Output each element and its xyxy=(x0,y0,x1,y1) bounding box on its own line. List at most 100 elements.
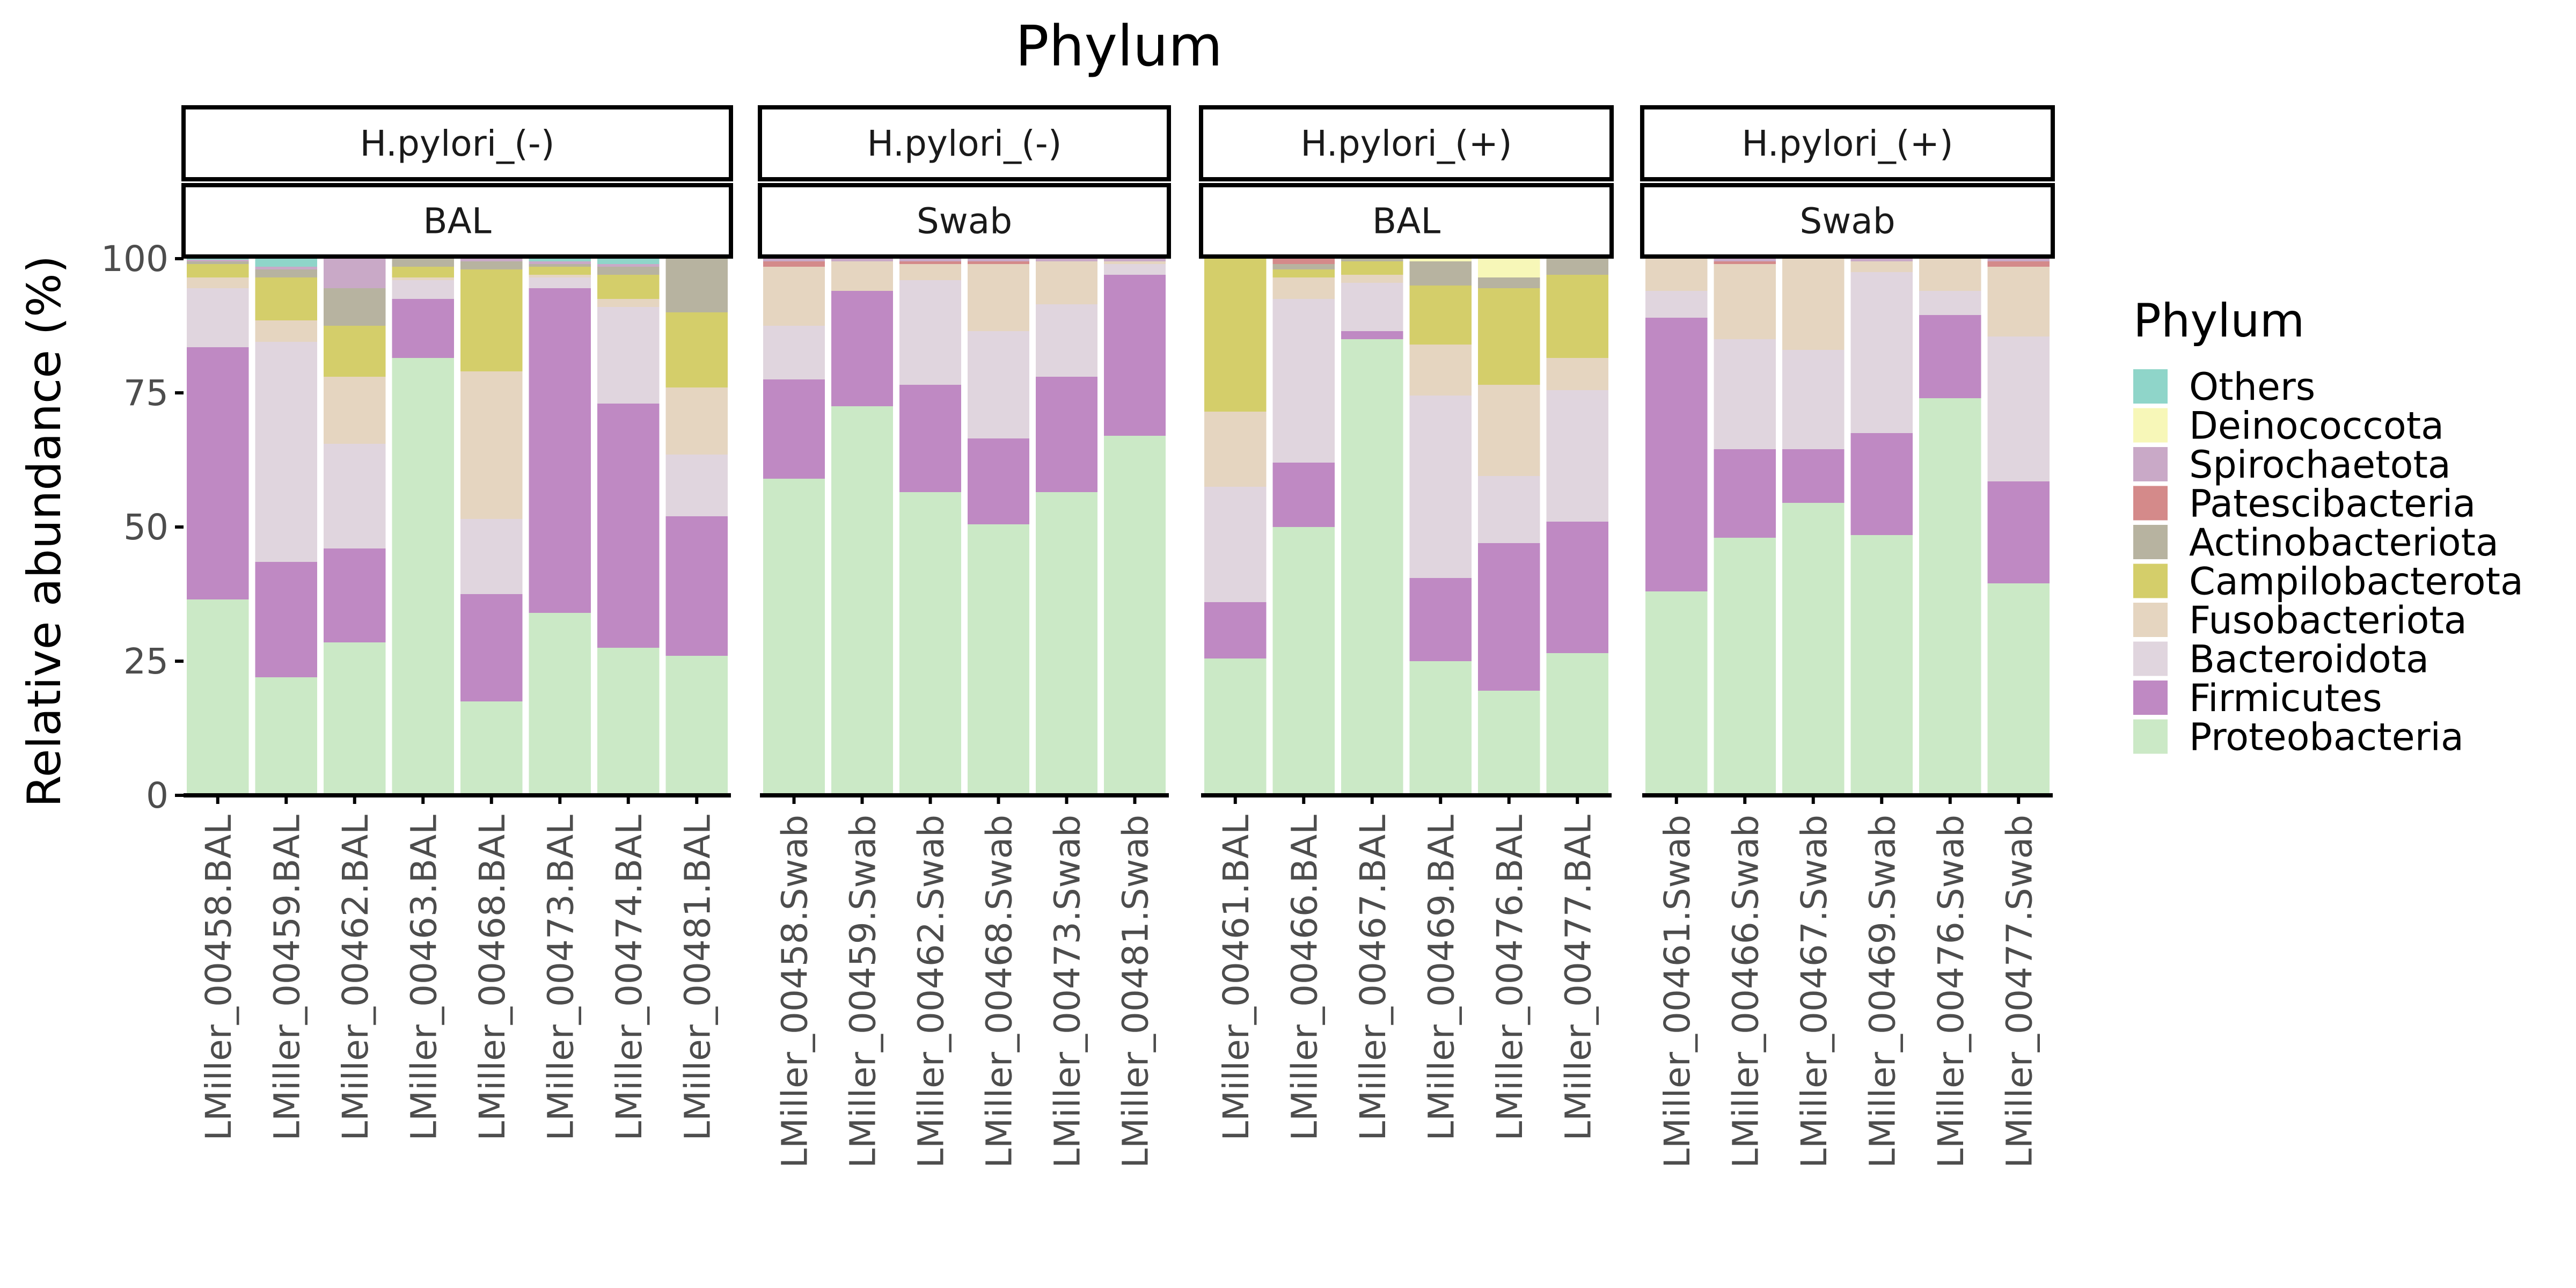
x-tick-label: LMiller_00459.Swab xyxy=(843,815,884,1168)
y-tick-label: 0 xyxy=(146,775,169,816)
x-tick-label: LMiller_00459.BAL xyxy=(266,815,308,1141)
bar-segment xyxy=(1478,691,1540,795)
bar-segment xyxy=(597,648,660,795)
bar-segment xyxy=(1714,259,1776,261)
bar-segment xyxy=(1272,463,1335,527)
facet-strip-bottom-label: BAL xyxy=(1372,201,1440,242)
bar-segment xyxy=(1782,350,1845,449)
bar-segment xyxy=(1645,591,1708,795)
bar-segment xyxy=(1272,277,1335,299)
facet-strip-top xyxy=(1199,105,1614,181)
bar-segment xyxy=(392,277,454,280)
bar-segment xyxy=(1714,264,1776,339)
facet-strip-bottom xyxy=(758,183,1171,259)
bar-segment xyxy=(1272,259,1335,264)
bar-segment xyxy=(1850,272,1913,433)
legend-label: Deinococcota xyxy=(2189,404,2444,448)
facet-panel: H.pylori_(+) Swab LMiller_00461.Swab LMille… xyxy=(1640,105,2055,1168)
legend-label: Fusobacteriota xyxy=(2189,598,2467,642)
bar-segment xyxy=(899,259,961,261)
bar-segment xyxy=(1714,449,1776,538)
bar-segment xyxy=(1409,286,1472,345)
bar-segment xyxy=(1204,259,1267,412)
bar-segment xyxy=(392,259,454,267)
x-tick-label: LMiller_00466.Swab xyxy=(1725,815,1766,1168)
bar-segment xyxy=(187,277,249,288)
facet-strip-top xyxy=(1640,105,2055,181)
bar-segment xyxy=(1204,487,1267,602)
bar-segment xyxy=(1782,503,1845,795)
x-tick-label: LMiller_00462.Swab xyxy=(911,815,952,1168)
legend-label: Actinobacteriota xyxy=(2189,521,2499,565)
legend-label: Patescibacteria xyxy=(2189,482,2476,526)
bar-segment xyxy=(1104,436,1166,795)
x-tick-label: LMiller_00466.BAL xyxy=(1284,815,1325,1141)
panels-layer: H.pylori_(-) BAL LMiller_00458.BAL LMiller_… xyxy=(181,105,2055,1168)
bar-segment xyxy=(529,261,591,264)
bar-segment xyxy=(968,261,1029,264)
bar-segment xyxy=(899,385,961,492)
bar-segment xyxy=(324,377,386,444)
facet-panel: H.pylori_(-) BAL LMiller_00458.BAL LMiller_… xyxy=(181,105,733,1141)
bar-segment xyxy=(460,594,523,701)
bar-segment xyxy=(968,264,1029,331)
bar-segment xyxy=(899,280,961,385)
bar-segment xyxy=(1478,385,1540,476)
bar-segment xyxy=(392,280,454,299)
bar-segment xyxy=(187,264,249,277)
bar-segment xyxy=(763,259,825,261)
bar-segment xyxy=(1104,259,1166,261)
legend-swatch xyxy=(2133,641,2168,676)
bar-segment xyxy=(460,701,523,795)
facet-strip-bottom-label: Swab xyxy=(917,201,1012,242)
bar-segment xyxy=(1987,267,2050,336)
bar-segment xyxy=(665,656,728,795)
bar-segment xyxy=(1850,259,1913,261)
x-tick-label: LMiller_00473.BAL xyxy=(540,815,581,1141)
bar-segment xyxy=(1036,259,1097,261)
bar-segment xyxy=(255,562,317,677)
bar-segment xyxy=(1987,336,2050,481)
bar-segment xyxy=(529,288,591,613)
bar-segment xyxy=(324,548,386,642)
x-tick-label: LMiller_00481.BAL xyxy=(677,815,718,1141)
bar-segment xyxy=(1546,522,1608,653)
legend-swatch xyxy=(2133,564,2168,598)
bar-segment xyxy=(529,264,591,267)
legend-swatch xyxy=(2133,486,2168,521)
legend-swatch xyxy=(2133,408,2168,443)
bar-segment xyxy=(1272,264,1335,269)
bar-segment xyxy=(1478,476,1540,543)
x-tick-label: LMiller_00461.BAL xyxy=(1216,815,1257,1141)
facet-strip-bottom xyxy=(1640,183,2055,259)
bar-segment xyxy=(1919,398,1981,795)
bar-segment xyxy=(460,259,523,261)
legend-label: Proteobacteria xyxy=(2189,715,2464,759)
facet-strip-top-label: H.pylori_(+) xyxy=(1741,123,1953,164)
bar-segment xyxy=(529,613,591,795)
legend-swatch xyxy=(2133,447,2168,481)
facet-strip-top-label: H.pylori_(-) xyxy=(867,123,1062,164)
x-tick-label: LMiller_00473.Swab xyxy=(1047,815,1088,1168)
y-tick-label: 75 xyxy=(123,372,169,414)
bar-segment xyxy=(665,312,728,387)
legend-swatch xyxy=(2133,369,2168,404)
x-tick-label: LMiller_00461.Swab xyxy=(1657,815,1698,1168)
facet-strip-bottom xyxy=(181,183,733,259)
bar-segment xyxy=(187,347,249,599)
bar-segment xyxy=(597,307,660,404)
bar-segment xyxy=(255,269,317,277)
x-tick-label: LMiller_00474.BAL xyxy=(609,815,650,1141)
y-axis-label: Relative abundance (%) xyxy=(18,255,71,808)
bar-segment xyxy=(324,288,386,326)
bar-segment xyxy=(187,261,249,264)
bar-segment xyxy=(831,259,893,261)
facet-strip-top xyxy=(758,105,1171,181)
legend-label: Bacteroidota xyxy=(2189,638,2429,682)
bar-segment xyxy=(1272,299,1335,463)
facet-strip-top-label: H.pylori_(-) xyxy=(360,123,555,164)
bar-segment xyxy=(831,406,893,795)
bar-segment xyxy=(1714,538,1776,795)
bar-segment xyxy=(763,267,825,326)
